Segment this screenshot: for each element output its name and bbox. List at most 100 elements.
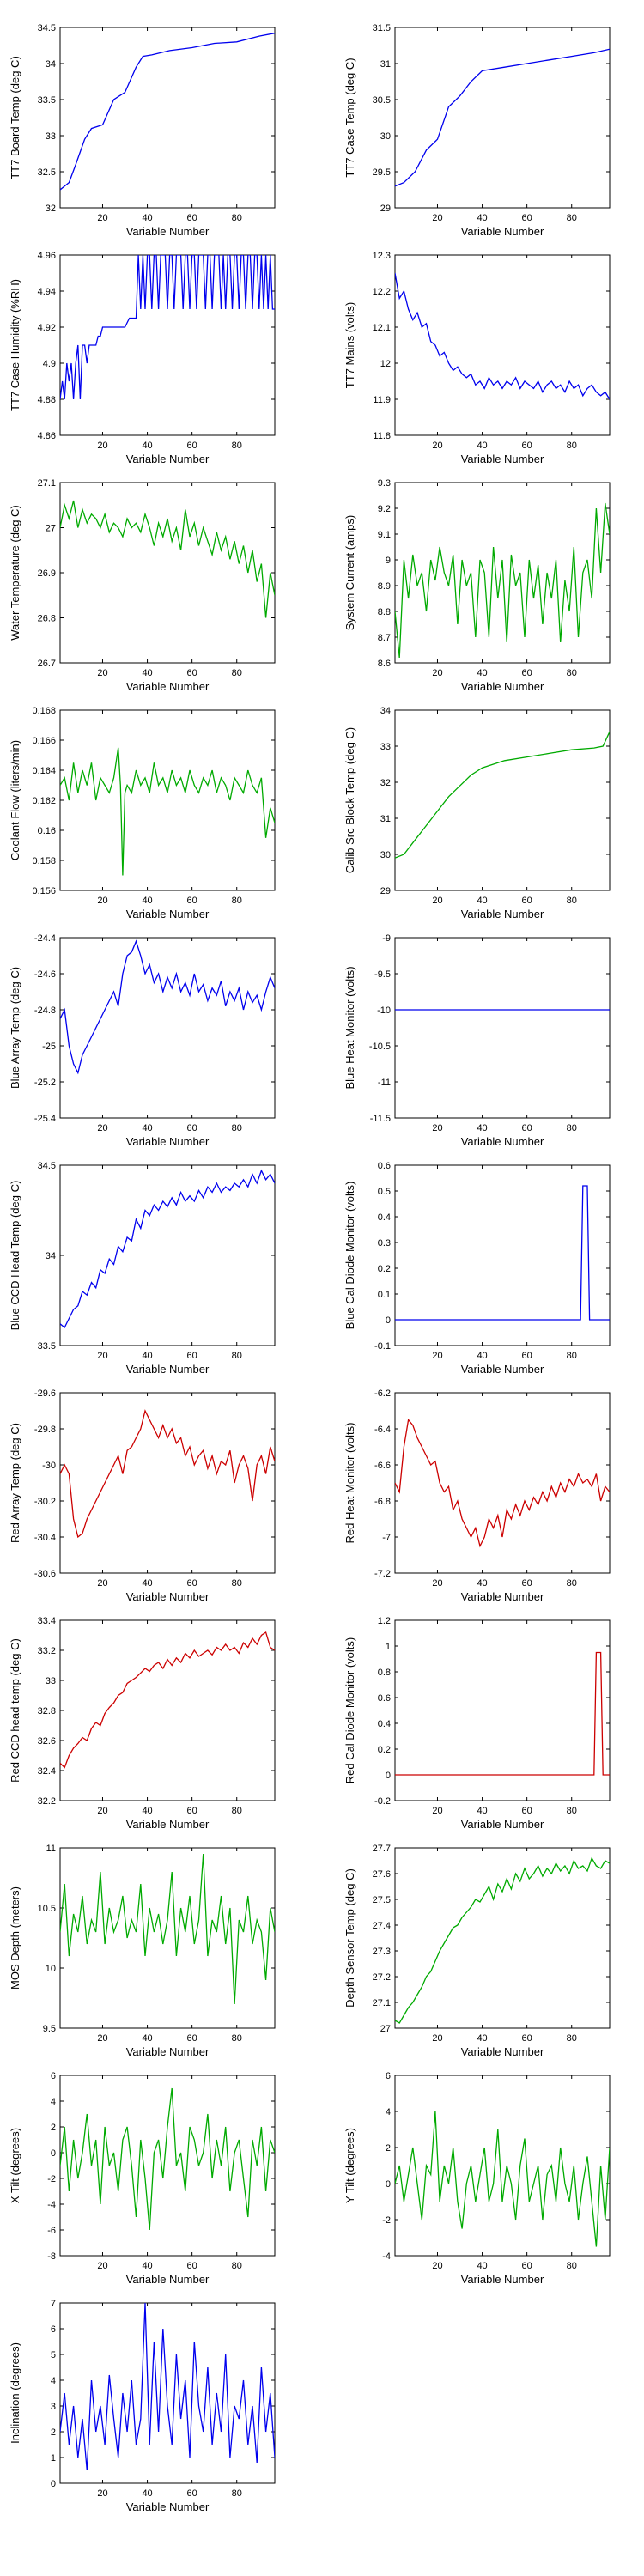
plot-frame — [59, 482, 276, 664]
series-line — [60, 33, 275, 191]
x-tick-label: 80 — [567, 440, 577, 451]
y-tick-label: 31.5 — [373, 23, 391, 33]
y-axis-label: Water Temperature (deg C) — [9, 505, 21, 641]
y-tick-label: -7 — [382, 1533, 391, 1543]
x-tick-label: 20 — [97, 896, 107, 906]
series-line — [395, 272, 610, 400]
x-tick-label: 40 — [142, 440, 152, 451]
x-axis-label: Variable Number — [126, 908, 210, 920]
y-tick-label: 26.7 — [38, 659, 56, 669]
y-tick-label: -10.5 — [369, 1042, 391, 1052]
x-tick-label: 40 — [142, 2033, 152, 2044]
x-tick-label: 60 — [522, 2033, 532, 2044]
y-tick-label: 8.6 — [378, 659, 391, 669]
series-line — [60, 1169, 275, 1329]
y-tick-label: 12.2 — [373, 287, 391, 297]
y-tick-label: 11 — [46, 1844, 56, 1854]
y-tick-label: 9 — [386, 556, 391, 566]
y-tick-label: 27 — [46, 524, 56, 534]
y-tick-label: -24.4 — [34, 933, 56, 944]
chart-p17: 20 40 60 80 9.5 10 10.5 11 Variable Number MOS De… — [9, 1844, 276, 2058]
x-tick-label: 60 — [522, 213, 532, 223]
x-tick-label: 60 — [187, 213, 197, 223]
x-axis-label: Variable Number — [461, 908, 544, 920]
x-tick-label: 40 — [477, 1578, 487, 1589]
x-tick-label: 80 — [567, 213, 577, 223]
y-tick-label: 3 — [51, 2402, 56, 2412]
x-axis-label: Variable Number — [461, 1818, 544, 1831]
plot-frame — [59, 2075, 276, 2257]
y-axis-label: Blue Array Temp (deg C) — [9, 967, 21, 1089]
y-tick-label: 34.5 — [38, 23, 56, 33]
plot-frame — [394, 27, 611, 209]
y-tick-label: 10 — [46, 1964, 56, 1974]
plot-frame — [59, 1392, 276, 1574]
y-tick-label: 0.4 — [378, 1719, 391, 1729]
x-axis-label: Variable Number — [461, 680, 544, 693]
y-tick-label: -6.6 — [374, 1461, 391, 1471]
x-axis-label: Variable Number — [461, 2273, 544, 2286]
y-tick-label: 26.9 — [38, 568, 56, 579]
x-tick-label: 20 — [432, 2261, 442, 2271]
x-tick-label: 20 — [97, 213, 107, 223]
y-tick-label: 0.166 — [32, 736, 56, 746]
y-tick-label: 30 — [380, 131, 391, 142]
x-tick-label: 80 — [567, 1806, 577, 1816]
y-tick-label: -29.6 — [34, 1388, 56, 1399]
x-tick-label: 80 — [232, 1123, 242, 1133]
x-tick-label: 80 — [232, 2033, 242, 2044]
y-tick-label: 5 — [51, 2350, 56, 2360]
x-tick-label: 80 — [232, 1351, 242, 1361]
plot-frame — [59, 1847, 276, 2029]
y-tick-label: -4 — [47, 2200, 56, 2210]
series-line — [395, 502, 610, 659]
y-tick-label: -9.5 — [374, 969, 391, 980]
y-tick-label: -6.2 — [374, 1388, 391, 1399]
y-tick-label: 0.3 — [378, 1238, 391, 1249]
y-tick-label: -2 — [382, 2215, 391, 2226]
x-tick-label: 80 — [567, 668, 577, 678]
y-tick-label: -30.2 — [34, 1497, 56, 1507]
y-tick-label: 0.168 — [32, 706, 56, 716]
y-tick-label: 0.156 — [32, 886, 56, 896]
y-tick-label: 9.2 — [378, 504, 391, 514]
y-tick-label: 8.7 — [378, 633, 391, 643]
x-tick-label: 20 — [97, 440, 107, 451]
y-tick-label: 26.8 — [38, 614, 56, 624]
x-tick-label: 60 — [187, 2033, 197, 2044]
y-tick-label: 0.6 — [378, 1693, 391, 1704]
y-tick-label: -10 — [377, 1005, 391, 1016]
x-tick-label: 40 — [477, 2261, 487, 2271]
y-axis-label: TT7 Mains (volts) — [343, 302, 356, 388]
series-line — [395, 1185, 610, 1321]
x-tick-label: 60 — [522, 1578, 532, 1589]
y-axis-label: TT7 Board Temp (deg C) — [9, 56, 21, 179]
y-tick-label: 34 — [380, 706, 391, 716]
x-tick-label: 40 — [142, 2488, 152, 2499]
y-tick-label: 4.9 — [43, 359, 56, 369]
series-line — [60, 255, 275, 400]
y-tick-label: 0 — [51, 2479, 56, 2489]
y-tick-label: 27.2 — [373, 1972, 391, 1983]
y-axis-label: Blue CCD Head Temp (deg C) — [9, 1181, 21, 1331]
y-tick-label: 6 — [51, 2071, 56, 2081]
y-tick-label: 33.5 — [38, 95, 56, 106]
x-tick-label: 40 — [142, 1578, 152, 1589]
y-axis-label: Red CCD head temp (deg C) — [9, 1638, 21, 1783]
y-axis-label: Calib Src Block Temp (deg C) — [343, 727, 356, 873]
chart-p2: 20 40 60 80 29 29.5 30 30.5 31 31.5 Variable Numbe… — [343, 23, 611, 238]
chart-p19: 20 40 60 80 -8 -6 -4 -2 0 2 4 6 Variable Number X Til… — [9, 2071, 276, 2286]
y-axis-label: TT7 Case Temp (deg C) — [343, 58, 356, 177]
x-tick-label: 20 — [432, 1351, 442, 1361]
x-axis-label: Variable Number — [126, 453, 210, 465]
series-line — [395, 731, 610, 859]
y-tick-label: 8.9 — [378, 581, 391, 592]
y-axis-label: MOS Depth (meters) — [9, 1886, 21, 1990]
chart-p10: 20 40 60 80 -11.5 -11 -10.5 -10 -9.5 -9 Variable N… — [343, 933, 611, 1148]
x-tick-label: 80 — [232, 213, 242, 223]
series-line — [60, 1631, 275, 1769]
x-tick-label: 80 — [567, 1578, 577, 1589]
x-tick-label: 20 — [97, 1806, 107, 1816]
y-tick-label: 0.1 — [378, 1290, 391, 1300]
x-tick-label: 20 — [432, 668, 442, 678]
